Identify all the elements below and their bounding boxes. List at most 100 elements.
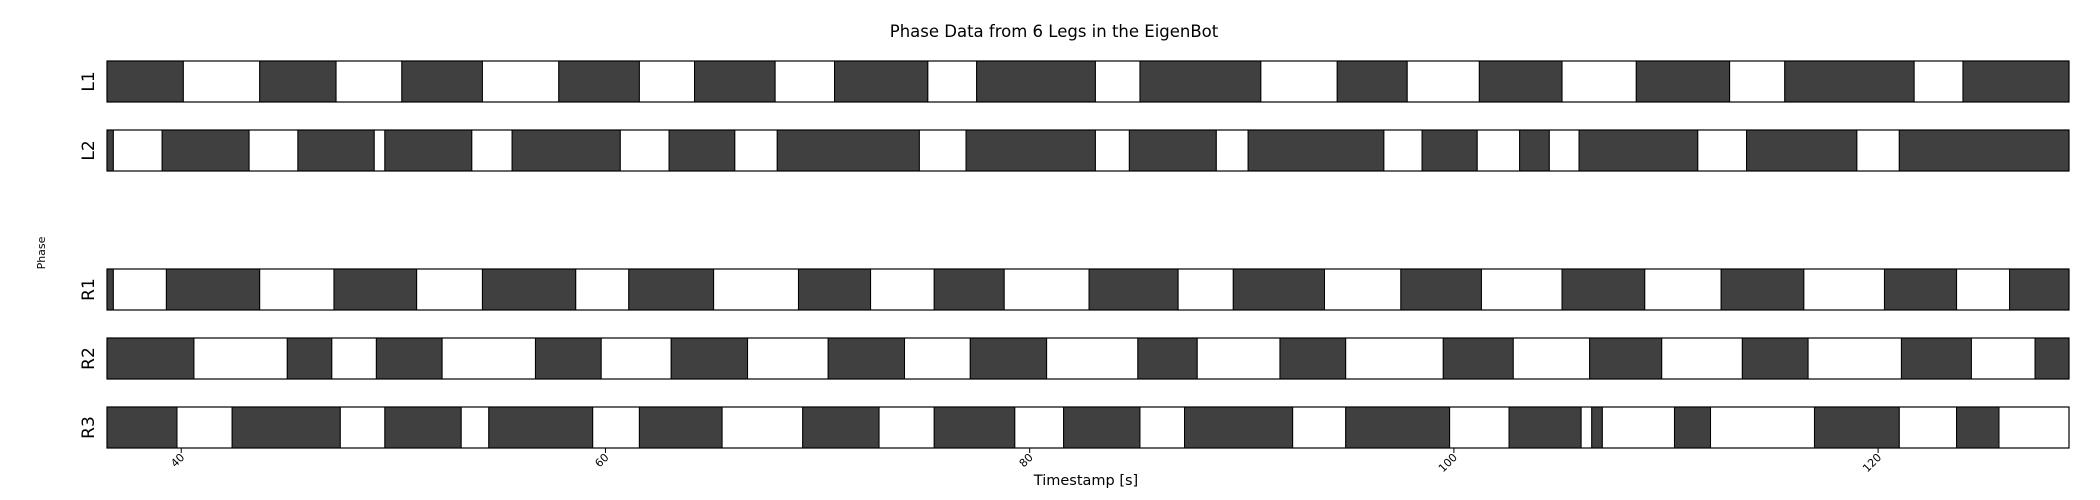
phase-segment bbox=[259, 60, 337, 103]
phase-segment bbox=[1601, 406, 1675, 449]
phase-segment bbox=[1442, 337, 1514, 380]
phase-segment bbox=[1247, 129, 1385, 172]
leg-panels: L1 L2 R1 R2 R3 bbox=[79, 60, 2070, 449]
phase-segment bbox=[460, 406, 490, 449]
phase-segment bbox=[619, 129, 670, 172]
phase-segment bbox=[1913, 60, 1964, 103]
phase-segment bbox=[1561, 268, 1646, 311]
phase-segment bbox=[1383, 129, 1423, 172]
phase-segment bbox=[286, 337, 333, 380]
x-tick-label: 120 bbox=[1860, 451, 1884, 475]
phase-segment bbox=[1478, 60, 1563, 103]
phase-segment bbox=[628, 268, 715, 311]
phase-segment bbox=[1003, 268, 1090, 311]
phase-segment bbox=[106, 60, 184, 103]
phase-segment bbox=[1661, 337, 1743, 380]
phase-segment bbox=[1591, 406, 1603, 449]
phase-segment bbox=[1900, 337, 1972, 380]
phase-segment bbox=[384, 129, 473, 172]
phase-segment bbox=[965, 129, 1096, 172]
phase-segment bbox=[878, 406, 935, 449]
phase-segment bbox=[1232, 268, 1326, 311]
panel-frame bbox=[106, 406, 2070, 449]
phase-segment bbox=[259, 268, 335, 311]
leg-panel-r3: R3 bbox=[79, 406, 2070, 449]
phase-segment bbox=[481, 268, 577, 311]
phase-segment bbox=[638, 406, 723, 449]
phase-segment bbox=[1548, 129, 1580, 172]
phase-segment bbox=[1898, 406, 1958, 449]
phase-segment bbox=[827, 337, 906, 380]
phase-segment bbox=[1508, 406, 1582, 449]
panel-frame bbox=[106, 268, 2070, 311]
phase-segment bbox=[1139, 60, 1262, 103]
phase-segment bbox=[797, 268, 872, 311]
x-tick-label: 100 bbox=[1436, 451, 1460, 475]
phase-segment bbox=[834, 60, 929, 103]
phase-segment bbox=[2034, 337, 2070, 380]
phase-segment bbox=[1014, 406, 1065, 449]
phase-segment bbox=[774, 60, 836, 103]
phase-segment bbox=[176, 406, 233, 449]
phase-segment bbox=[375, 337, 443, 380]
phase-segment bbox=[1421, 129, 1478, 172]
phase-segment bbox=[373, 129, 386, 172]
phase-segment bbox=[1644, 268, 1722, 311]
leg-label-r2: R2 bbox=[79, 347, 99, 370]
phase-segment bbox=[1336, 60, 1408, 103]
panel-frame bbox=[106, 337, 2070, 380]
phase-segment bbox=[1137, 337, 1198, 380]
phase-segment bbox=[488, 406, 594, 449]
leg-panel-l2: L2 bbox=[79, 129, 2070, 172]
phase-segment bbox=[106, 129, 114, 172]
leg-label-r1: R1 bbox=[79, 278, 99, 301]
phase-segment bbox=[933, 268, 1005, 311]
phase-segment bbox=[106, 268, 114, 311]
phase-segment bbox=[1063, 406, 1141, 449]
phase-segment bbox=[248, 129, 299, 172]
phase-segment bbox=[1177, 268, 1234, 311]
phase-segment bbox=[1673, 406, 1712, 449]
phase-segment bbox=[1856, 129, 1900, 172]
phase-segment bbox=[511, 129, 621, 172]
phase-segment bbox=[1813, 406, 1900, 449]
phase-segment bbox=[668, 129, 736, 172]
phase-segment bbox=[904, 337, 971, 380]
leg-label-l1: L1 bbox=[79, 71, 99, 91]
leg-label-r3: R3 bbox=[79, 416, 99, 439]
phase-segment bbox=[471, 129, 513, 172]
phase-segment bbox=[1710, 406, 1815, 449]
phase-segment bbox=[670, 337, 749, 380]
phase-segment bbox=[1196, 337, 1281, 380]
phase-segment bbox=[1720, 268, 1805, 311]
phase-segment bbox=[1345, 337, 1444, 380]
phase-segment bbox=[776, 129, 920, 172]
phase-segment bbox=[1741, 337, 1809, 380]
phase-segment bbox=[600, 337, 672, 380]
phase-segment bbox=[182, 60, 261, 103]
phase-segment bbox=[401, 60, 483, 103]
phase-segment bbox=[1094, 129, 1130, 172]
phase-segment bbox=[1406, 60, 1480, 103]
phase-segment bbox=[1449, 406, 1510, 449]
phase-segment bbox=[1803, 268, 1885, 311]
phase-segment bbox=[1561, 60, 1637, 103]
phase-segment bbox=[1729, 60, 1786, 103]
phase-segment bbox=[721, 406, 804, 449]
phase-segment bbox=[1480, 268, 1563, 311]
phase-segment bbox=[1400, 268, 1482, 311]
phase-segment bbox=[747, 337, 829, 380]
phase-segment bbox=[331, 337, 377, 380]
phase-segment bbox=[106, 337, 195, 380]
phase-segment bbox=[1184, 406, 1294, 449]
panel-frame bbox=[106, 129, 2070, 172]
phase-segment bbox=[734, 129, 778, 172]
phase-segment bbox=[1088, 268, 1179, 311]
phase-segment bbox=[870, 268, 935, 311]
phase-segment bbox=[969, 337, 1048, 380]
phase-segment bbox=[1345, 406, 1451, 449]
leg-panel-r1: R1 bbox=[79, 268, 2070, 311]
phase-segment bbox=[2009, 268, 2070, 311]
phase-segment bbox=[1512, 337, 1591, 380]
